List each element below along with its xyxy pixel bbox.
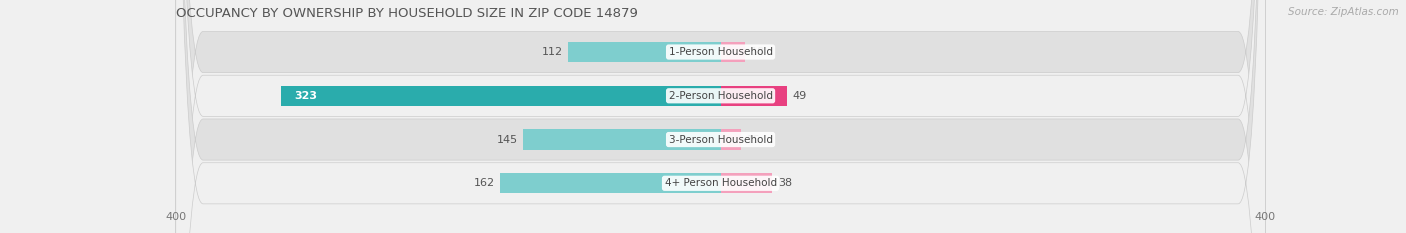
- FancyBboxPatch shape: [176, 0, 1265, 233]
- Text: 2-Person Household: 2-Person Household: [669, 91, 772, 101]
- Text: 38: 38: [778, 178, 792, 188]
- Text: 162: 162: [474, 178, 495, 188]
- Text: 3-Person Household: 3-Person Household: [669, 134, 772, 144]
- Text: 145: 145: [496, 134, 517, 144]
- Bar: [568, 42, 721, 62]
- Text: OCCUPANCY BY OWNERSHIP BY HOUSEHOLD SIZE IN ZIP CODE 14879: OCCUPANCY BY OWNERSHIP BY HOUSEHOLD SIZE…: [176, 7, 638, 20]
- Text: Source: ZipAtlas.com: Source: ZipAtlas.com: [1288, 7, 1399, 17]
- Bar: [721, 42, 745, 62]
- Text: 15: 15: [747, 134, 761, 144]
- Text: 1-Person Household: 1-Person Household: [669, 47, 772, 57]
- FancyBboxPatch shape: [176, 0, 1265, 233]
- Bar: [523, 129, 721, 150]
- Text: 18: 18: [751, 47, 765, 57]
- Bar: [721, 86, 787, 106]
- Text: 112: 112: [541, 47, 562, 57]
- Bar: [281, 86, 721, 106]
- Text: 323: 323: [294, 91, 318, 101]
- Bar: [501, 173, 721, 193]
- Text: 4+ Person Household: 4+ Person Household: [665, 178, 776, 188]
- Bar: [721, 129, 741, 150]
- FancyBboxPatch shape: [176, 0, 1265, 233]
- FancyBboxPatch shape: [176, 0, 1265, 233]
- Text: 49: 49: [793, 91, 807, 101]
- Bar: [721, 173, 772, 193]
